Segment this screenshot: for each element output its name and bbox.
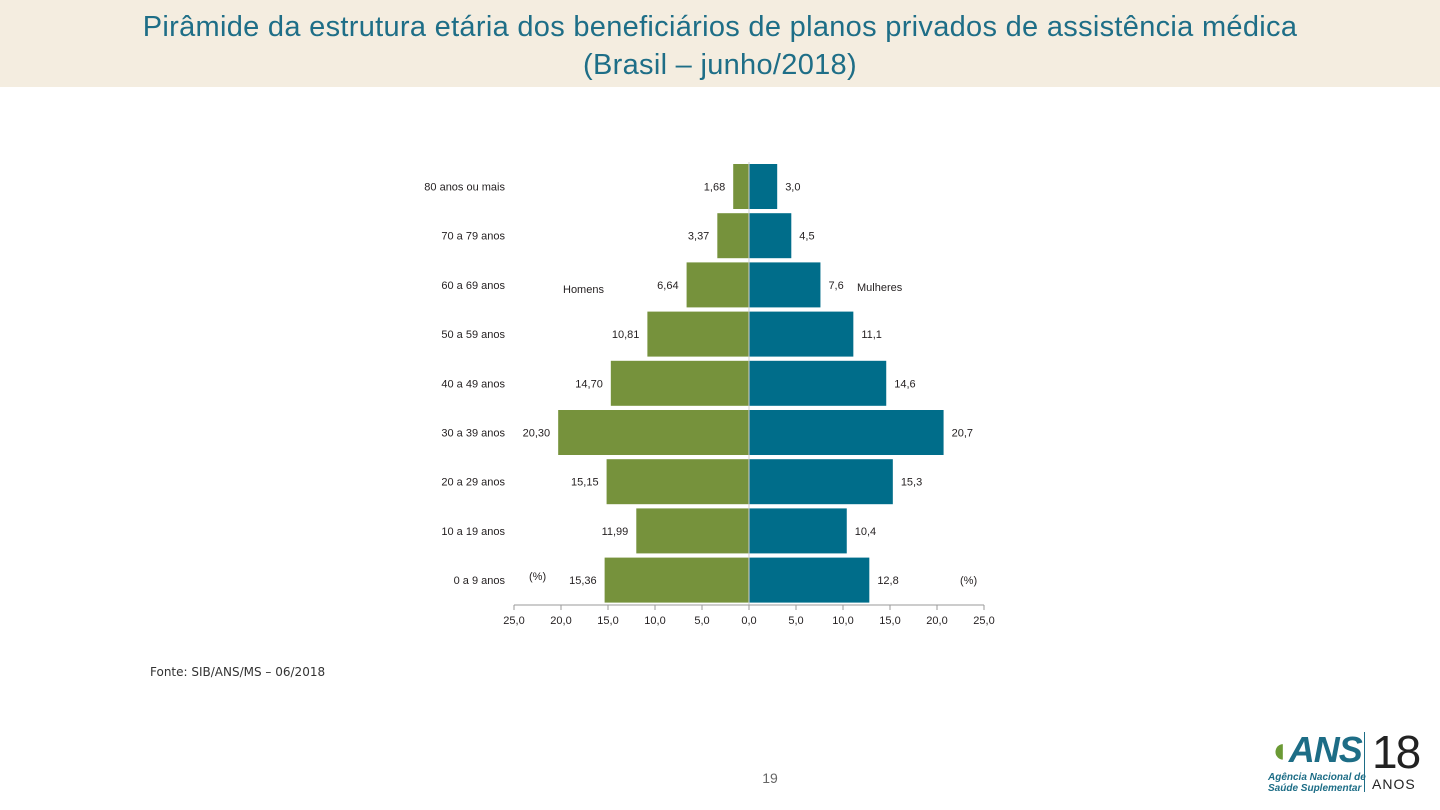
bar-men-2: [686, 262, 749, 308]
value-label-men-2: 6,64: [657, 280, 678, 292]
value-label-men-4: 14,70: [575, 378, 603, 390]
x-tick-label-4: 5,0: [694, 615, 709, 627]
unit-label-right: (%): [960, 575, 977, 587]
bar-men-3: [647, 311, 749, 357]
ans-logo-mark: ◖ANS: [1268, 729, 1363, 770]
category-label-3: 50 a 59 anos: [441, 329, 505, 341]
value-label-women-1: 4,5: [799, 231, 814, 243]
value-label-women-3: 11,1: [861, 329, 882, 341]
category-label-2: 60 a 69 anos: [441, 280, 505, 292]
value-label-women-4: 14,6: [894, 378, 915, 390]
x-tick-label-0: 25,0: [503, 615, 524, 627]
bar-women-5: [749, 410, 944, 455]
anniversary-label: ANOS: [1372, 776, 1416, 792]
unit-label-left: (%): [529, 571, 546, 583]
category-label-0: 80 anos ou mais: [424, 182, 505, 194]
x-tick-label-1: 20,0: [550, 615, 571, 627]
category-label-8: 0 a 9 anos: [454, 575, 506, 587]
bar-women-6: [749, 459, 893, 505]
x-tick-label-3: 10,0: [644, 615, 665, 627]
title-line-1: Pirâmide da estrutura etária dos benefic…: [142, 11, 1298, 43]
value-label-women-0: 3,0: [785, 182, 800, 194]
slide-title: Pirâmide da estrutura etária dos benefic…: [0, 8, 1440, 84]
x-tick-label-9: 20,0: [926, 615, 947, 627]
title-line-2: (Brasil – junho/2018): [583, 49, 857, 81]
value-label-women-5: 20,7: [952, 428, 973, 440]
ans-logo-subtitle-line2: Saúde Suplementar: [1268, 783, 1362, 794]
bar-men-4: [610, 360, 749, 406]
page-number: 19: [762, 770, 778, 786]
value-label-women-7: 10,4: [855, 526, 876, 538]
category-label-6: 20 a 29 anos: [441, 477, 505, 489]
bar-men-8: [604, 557, 749, 603]
category-label-4: 40 a 49 anos: [441, 378, 505, 390]
bar-women-7: [749, 508, 847, 554]
x-tick-label-5: 0,0: [741, 615, 756, 627]
category-label-7: 10 a 19 anos: [441, 526, 505, 538]
x-tick-label-2: 15,0: [597, 615, 618, 627]
value-label-men-3: 10,81: [612, 329, 640, 341]
source-note: Fonte: SIB/ANS/MS – 06/2018: [150, 665, 326, 679]
value-label-men-7: 11,99: [602, 526, 629, 538]
bar-women-3: [749, 311, 854, 357]
legend-women: Mulheres: [857, 282, 903, 294]
logo-divider: [1364, 732, 1365, 792]
bar-women-0: [749, 164, 778, 209]
bar-women-1: [749, 213, 792, 259]
bar-women-4: [749, 360, 887, 406]
bar-men-6: [606, 459, 749, 505]
legend-men: Homens: [563, 284, 604, 296]
bar-men-7: [636, 508, 749, 554]
value-label-men-0: 1,68: [704, 182, 725, 194]
bar-women-2: [749, 262, 821, 308]
ans-logo-subtitle-line1: Agência Nacional de: [1268, 772, 1366, 783]
x-tick-label-8: 15,0: [879, 615, 900, 627]
value-label-men-8: 15,36: [569, 575, 597, 587]
ans-logo-subtitle: Agência Nacional de Saúde Suplementar: [1268, 772, 1366, 794]
value-label-women-8: 12,8: [877, 575, 898, 587]
value-label-men-6: 15,15: [571, 477, 599, 489]
value-label-men-1: 3,37: [688, 231, 709, 243]
bar-men-1: [717, 213, 749, 259]
bar-men-0: [733, 164, 749, 209]
ans-swoosh-icon: ◖: [1268, 729, 1290, 770]
x-tick-label-10: 25,0: [973, 615, 994, 627]
value-label-women-6: 15,3: [901, 477, 922, 489]
title-band: [0, 0, 1440, 87]
x-tick-label-6: 5,0: [788, 615, 803, 627]
ans-logo: ◖ANS Agência Nacional de Saúde Suplement…: [1262, 728, 1432, 798]
bar-women-8: [749, 557, 870, 603]
x-tick-label-7: 10,0: [832, 615, 853, 627]
category-label-5: 30 a 39 anos: [441, 428, 505, 440]
bar-men-5: [558, 410, 749, 455]
anniversary-number: 18: [1372, 726, 1421, 778]
category-label-1: 70 a 79 anos: [441, 231, 505, 243]
value-label-men-5: 20,30: [523, 428, 551, 440]
value-label-women-2: 7,6: [828, 280, 843, 292]
